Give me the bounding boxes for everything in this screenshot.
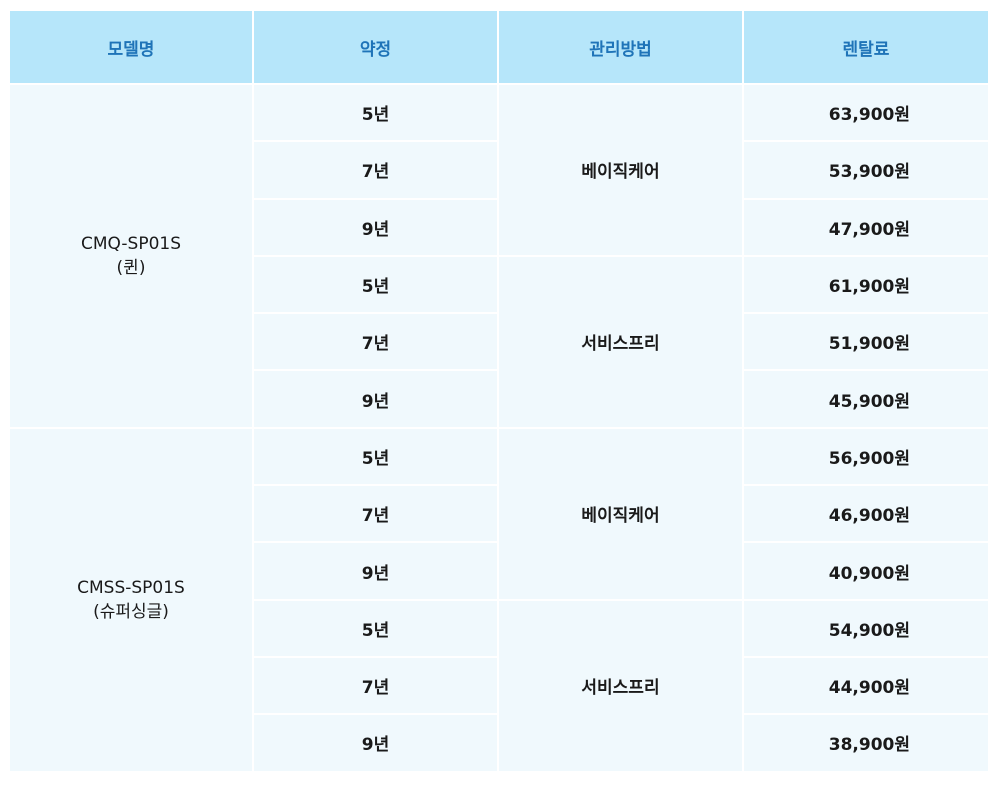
table-row: 9년 38,900원 (10, 715, 988, 773)
rental-price-table-wrapper: 모델명 약정 관리방법 렌탈료 CMQ-SP01S (퀸) 5년 베이직케어 6… (10, 11, 988, 773)
price-cell: 54,900원 (744, 600, 988, 658)
term-cell: 5년 (254, 256, 499, 315)
table-row: 9년 47,900원 (10, 199, 988, 257)
table-row: 5년 서비스프리 61,900원 (10, 256, 988, 429)
table-row: 9년 40,900원 (10, 543, 988, 601)
model-cell: CMQ-SP01S (퀸) (10, 85, 254, 429)
term-cell: 7년 (254, 486, 499, 544)
term-cell: 7년 (254, 314, 499, 372)
table-row: CMSS-SP01S (슈퍼싱글) 5년 베이직케어 56,900원 (10, 428, 988, 773)
model-variant: (퀸) (116, 257, 146, 278)
model-cell: CMSS-SP01S (슈퍼싱글) (10, 428, 254, 773)
price-cell: 63,900원 (744, 85, 988, 143)
table-row: 9년 45,900원 (10, 371, 988, 429)
term-cell: 5년 (254, 428, 499, 487)
model-variant: (슈퍼싱글) (93, 601, 169, 622)
model-name: CMQ-SP01S (81, 233, 181, 254)
term-cell: 9년 (254, 543, 499, 601)
term-cell: 7년 (254, 657, 499, 716)
model-name: CMSS-SP01S (77, 577, 185, 598)
price-cell: 53,900원 (744, 142, 988, 200)
header-row: 모델명 약정 관리방법 렌탈료 (10, 11, 988, 85)
header-term: 약정 (254, 11, 499, 85)
price-cell: 46,900원 (744, 486, 988, 544)
term-cell: 5년 (254, 85, 499, 143)
table-row: CMQ-SP01S (퀸) 5년 베이직케어 63,900원 (10, 85, 988, 429)
term-cell: 9년 (254, 199, 499, 257)
care-method-cell: 서비스프리 (499, 600, 744, 773)
care-method-cell: 서비스프리 (499, 256, 744, 429)
header-model: 모델명 (10, 11, 254, 85)
price-cell: 47,900원 (744, 199, 988, 257)
price-cell: 45,900원 (744, 371, 988, 429)
care-method-cell: 베이직케어 (499, 428, 744, 601)
header-care-method: 관리방법 (499, 11, 744, 85)
price-cell: 61,900원 (744, 256, 988, 315)
table-row: 7년 46,900원 (10, 486, 988, 544)
header-rental-fee: 렌탈료 (744, 11, 988, 85)
term-cell: 9년 (254, 715, 499, 773)
price-cell: 44,900원 (744, 657, 988, 716)
price-cell: 38,900원 (744, 715, 988, 773)
price-cell: 51,900원 (744, 314, 988, 372)
table-row: 7년 51,900원 (10, 314, 988, 372)
care-method-cell: 베이직케어 (499, 85, 744, 257)
term-cell: 7년 (254, 142, 499, 200)
term-cell: 9년 (254, 371, 499, 429)
rental-price-table: 모델명 약정 관리방법 렌탈료 CMQ-SP01S (퀸) 5년 베이직케어 6… (10, 11, 988, 773)
price-cell: 56,900원 (744, 428, 988, 487)
table-row: 7년 44,900원 (10, 657, 988, 716)
table-row: 7년 53,900원 (10, 142, 988, 200)
term-cell: 5년 (254, 600, 499, 658)
table-row: 5년 서비스프리 54,900원 (10, 600, 988, 773)
price-cell: 40,900원 (744, 543, 988, 601)
